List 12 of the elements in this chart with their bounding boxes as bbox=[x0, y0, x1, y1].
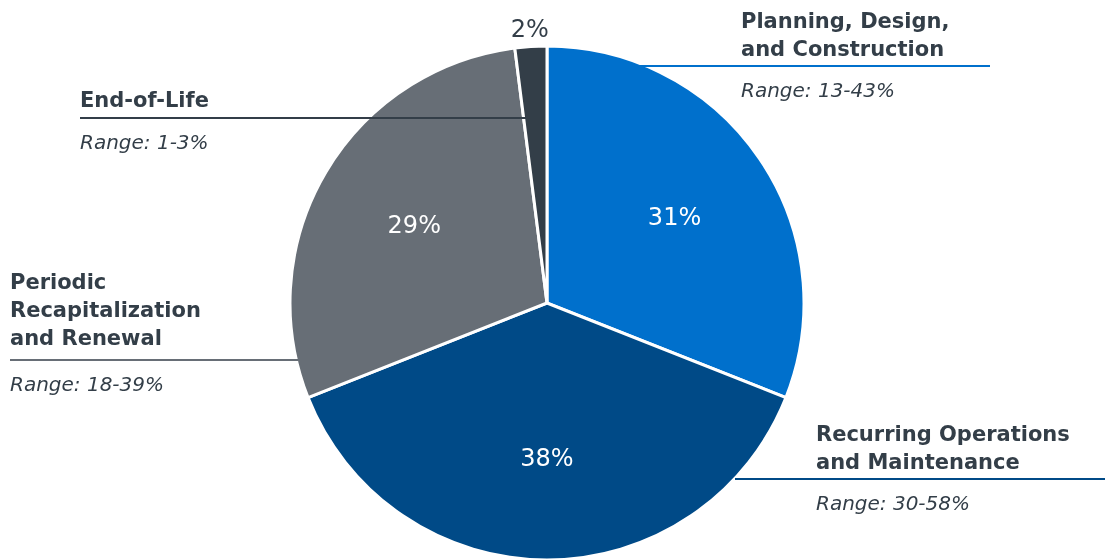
slice-label: Planning, Design, and Construction bbox=[741, 9, 950, 61]
data-label: 29% bbox=[387, 210, 441, 239]
data-label: 31% bbox=[647, 202, 702, 231]
data-label: 38% bbox=[520, 443, 574, 472]
text: Range: 13-43% bbox=[741, 78, 896, 102]
data-label: 2% bbox=[510, 14, 549, 43]
slice-label: End-of-Life bbox=[80, 88, 209, 112]
slice-label: Recurring Operations and Maintenance bbox=[816, 422, 1070, 474]
slice-label: Periodic Recapitalization and Renewal bbox=[10, 270, 201, 350]
text: Range: 18-39% bbox=[10, 372, 165, 396]
text: Range: 1-3% bbox=[80, 130, 209, 154]
text: Range: 30-58% bbox=[816, 491, 971, 515]
